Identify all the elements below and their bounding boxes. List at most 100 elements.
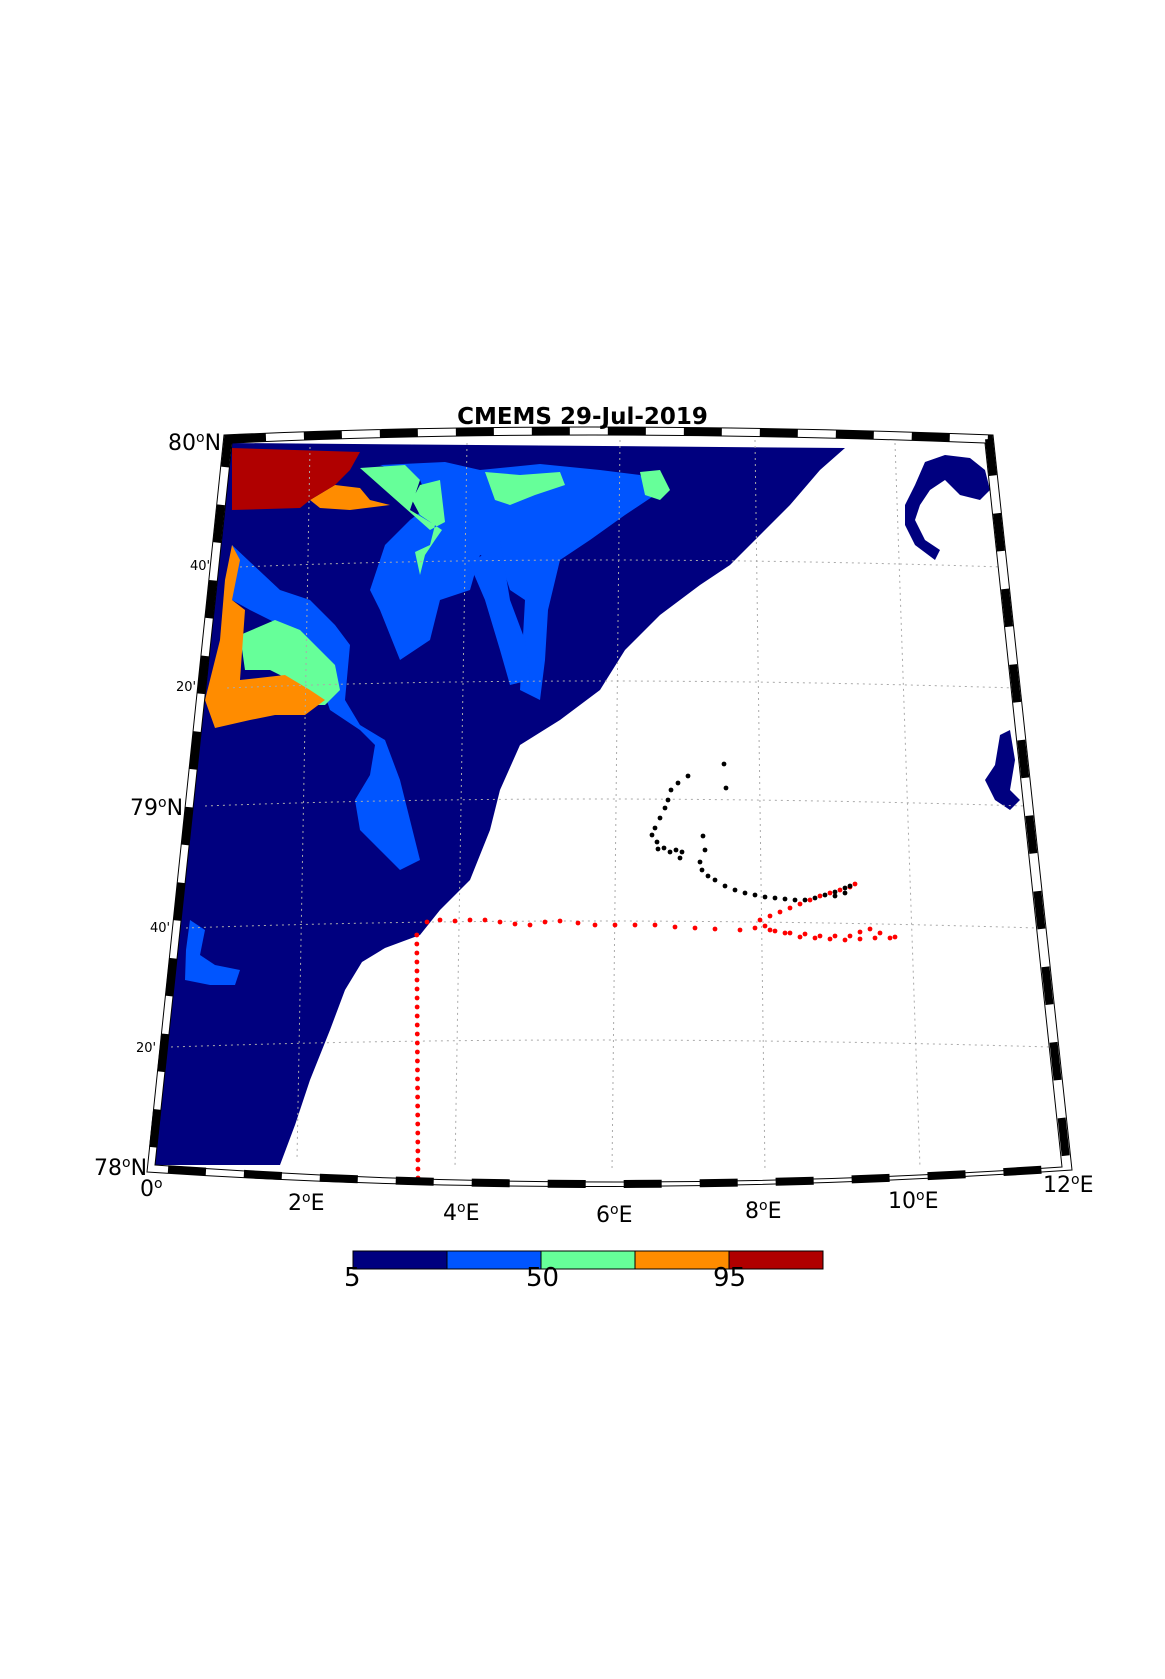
red-track-point (415, 1139, 421, 1145)
red-track-point (415, 1121, 421, 1127)
map-frame-inner (154, 434, 1063, 1183)
ice-region-highest (232, 448, 360, 510)
black-track-point (732, 887, 738, 893)
red-track-point (797, 934, 803, 940)
red-track-point (777, 909, 783, 915)
black-track-point (677, 855, 683, 861)
red-track-point (652, 922, 658, 928)
red-track-point (892, 934, 898, 940)
lon-label-4e: 4oE (443, 1200, 479, 1226)
red-track-point (414, 995, 420, 1001)
colorbar-segment (728, 1250, 824, 1270)
red-track-point (414, 941, 420, 947)
red-track-point (467, 917, 473, 923)
red-track-point (752, 925, 758, 931)
red-track-point (827, 890, 833, 896)
lon-label-2e: 2oE (288, 1190, 324, 1216)
black-track-point (675, 780, 681, 786)
lat-label-78-20: 20' (136, 1041, 156, 1056)
red-track-point (872, 935, 878, 941)
red-track-point (414, 950, 420, 956)
black-track-point (772, 895, 778, 901)
red-track-point (787, 930, 793, 936)
ice-region-mid (360, 465, 445, 575)
black-track-point (712, 877, 718, 883)
lon-label-8e: 8oE (745, 1198, 781, 1224)
red-track-point (415, 1112, 421, 1118)
black-track-point (752, 892, 758, 898)
map-title: CMEMS 29-Jul-2019 (457, 404, 708, 430)
red-track-point (877, 930, 883, 936)
red-track-point (812, 935, 818, 941)
red-track-point (832, 933, 838, 939)
red-track-point (762, 923, 768, 929)
black-track-point (705, 873, 711, 879)
colorbar (352, 1250, 824, 1270)
red-track-point (782, 930, 788, 936)
black-track-point (812, 895, 818, 901)
red-track-point (527, 922, 533, 928)
black-track-point (673, 847, 679, 853)
red-track-point (802, 931, 808, 937)
red-track-point (767, 927, 773, 933)
lat-label-78n: 78oN (94, 1155, 147, 1181)
colorbar-tick-5: 5 (344, 1263, 361, 1293)
ice-region-mid (485, 472, 565, 505)
black-track-point (847, 883, 853, 889)
lat-label-79n: 79oN (130, 795, 183, 821)
red-track-point (512, 921, 518, 927)
map-area (155, 435, 1062, 1183)
red-track-point (797, 901, 803, 907)
ice-region-high (310, 485, 390, 510)
black-track-point (667, 849, 673, 855)
red-track (414, 881, 898, 1181)
red-track-point (414, 1040, 420, 1046)
red-track-point (632, 922, 638, 928)
red-track-point (424, 919, 430, 925)
red-track-point (847, 933, 853, 939)
black-track-point (649, 832, 655, 838)
lon-label-12e: 12oE (1043, 1172, 1093, 1198)
red-track-point (692, 925, 698, 931)
ice-region-lowest (985, 730, 1020, 810)
black-track-point (662, 805, 668, 811)
red-track-point (482, 917, 488, 923)
red-track-point (772, 928, 778, 934)
red-track-point (415, 1058, 420, 1064)
black-track (649, 761, 853, 903)
black-track-point (832, 893, 838, 899)
black-track-point (700, 833, 706, 839)
red-track-point (842, 937, 848, 943)
red-track-point (415, 1085, 420, 1091)
red-track-point (887, 935, 893, 941)
red-track-point (712, 926, 718, 932)
colorbar-tick-95: 95 (713, 1263, 747, 1293)
red-track-point (857, 929, 863, 935)
red-track-point (757, 917, 763, 923)
red-track-point (415, 1166, 421, 1172)
red-track-point (415, 1157, 421, 1163)
lat-label-78-40: 40' (150, 921, 170, 936)
red-track-point (612, 922, 618, 928)
red-track-point (414, 968, 420, 974)
red-track-point (414, 1013, 420, 1019)
red-track-point (415, 1148, 421, 1154)
red-track-point (497, 919, 503, 925)
black-track-point (802, 897, 808, 903)
red-track-point (827, 936, 833, 942)
red-track-point (817, 893, 823, 899)
red-track-point (787, 905, 793, 911)
black-track-point (661, 845, 667, 851)
black-track-point (842, 885, 848, 891)
red-track-point (837, 887, 843, 893)
black-track-point (822, 892, 828, 898)
red-track-point (415, 1067, 420, 1073)
red-track-point (415, 1130, 421, 1136)
red-track-point (542, 919, 548, 925)
red-track-point (672, 924, 678, 930)
red-track-point (414, 1004, 420, 1010)
red-track-point (737, 927, 743, 933)
black-track-point (842, 890, 848, 896)
red-track-point (415, 1094, 420, 1100)
